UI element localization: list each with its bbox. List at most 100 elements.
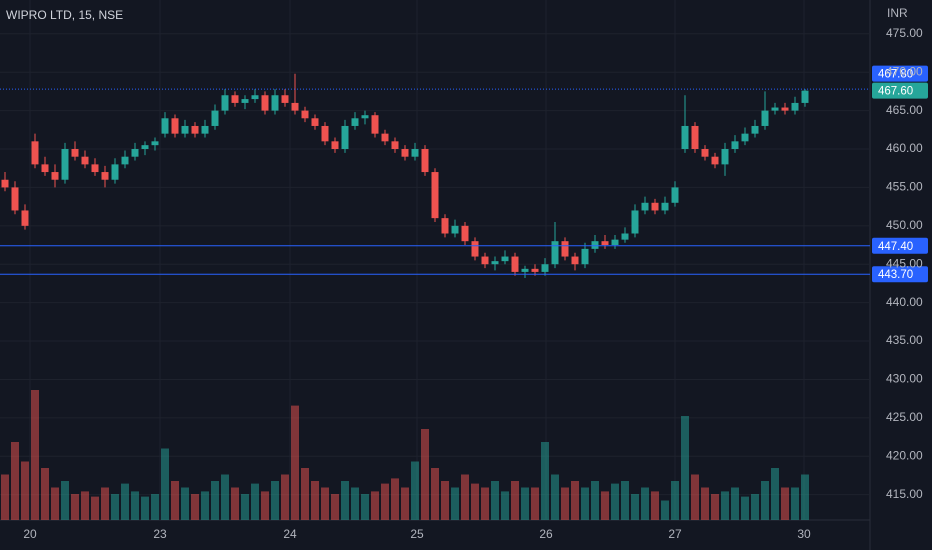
y-tick-label: 470.00 <box>886 64 923 78</box>
candle-body <box>111 164 119 180</box>
x-tick-label: 30 <box>797 527 811 541</box>
volume-bar <box>31 390 39 520</box>
volume-bar <box>241 494 249 520</box>
y-tick-label: 460.00 <box>886 141 923 155</box>
volume-bar <box>751 494 759 520</box>
volume-bar <box>351 487 359 520</box>
candle-body <box>551 241 559 265</box>
candle-body <box>61 149 69 180</box>
candle-body <box>461 225 469 242</box>
volume-bar <box>771 468 779 520</box>
volume-bar <box>571 481 579 520</box>
volume-bar <box>201 491 209 520</box>
candle-body <box>391 141 399 150</box>
currency-label: INR <box>887 6 908 20</box>
volume-bar <box>441 481 449 520</box>
candle-body <box>291 102 299 111</box>
candle-body <box>671 187 679 203</box>
volume-bar <box>41 468 49 520</box>
candle-layer <box>1 73 809 279</box>
candle-body <box>411 149 419 157</box>
volume-bar <box>211 481 219 520</box>
volume-bar <box>11 442 19 520</box>
volume-bar <box>681 416 689 520</box>
y-tick-label: 465.00 <box>886 103 923 117</box>
candle-body <box>681 125 689 150</box>
candle-body <box>311 118 319 126</box>
candle-body <box>431 172 439 219</box>
candle-body <box>781 107 789 111</box>
candle-body <box>381 133 389 142</box>
candle-body <box>691 125 699 150</box>
volume-bar <box>371 491 379 520</box>
volume-bar <box>411 461 419 520</box>
y-tick-label: 415.00 <box>886 487 923 501</box>
volume-bar <box>481 487 489 520</box>
candle-body <box>371 115 379 134</box>
candle-body <box>201 125 209 134</box>
y-tick-label: 425.00 <box>886 410 923 424</box>
candle-body <box>701 149 709 157</box>
candle-body <box>481 256 489 265</box>
candle-body <box>231 95 239 103</box>
x-tick-label: 20 <box>23 527 37 541</box>
x-tick-label: 23 <box>153 527 167 541</box>
candle-body <box>561 241 569 257</box>
volume-bar <box>541 442 549 520</box>
volume-bar <box>761 481 769 520</box>
volume-bar <box>651 491 659 520</box>
volume-bar <box>641 487 649 520</box>
candle-body <box>221 95 229 111</box>
candle-body <box>351 118 359 126</box>
volume-bar <box>251 483 259 520</box>
y-tick-label: 420.00 <box>886 448 923 462</box>
volume-bar <box>171 481 179 520</box>
candle-body <box>631 210 639 234</box>
candle-body <box>721 149 729 165</box>
volume-bar <box>291 405 299 520</box>
volume-bar <box>521 487 529 520</box>
candle-body <box>421 149 429 173</box>
y-tick-label: 430.00 <box>886 372 923 386</box>
price-tag <box>872 237 928 254</box>
volume-bar <box>511 481 519 520</box>
volume-bar <box>701 487 709 520</box>
volume-bar <box>151 494 159 520</box>
volume-bar <box>231 487 239 520</box>
candle-body <box>641 202 649 211</box>
volume-bar <box>621 481 629 520</box>
candle-body <box>31 141 39 165</box>
candle-body <box>151 141 159 146</box>
volume-bar <box>271 481 279 520</box>
volume-bar <box>281 474 289 520</box>
volume-bar <box>731 487 739 520</box>
candle-body <box>251 95 259 100</box>
volume-bar <box>431 468 439 520</box>
volume-bar <box>51 487 59 520</box>
volume-bar <box>301 468 309 520</box>
candle-body <box>211 110 219 126</box>
volume-bar <box>691 474 699 520</box>
y-tick-label: 445.00 <box>886 256 923 270</box>
volume-bar <box>111 494 119 520</box>
candle-body <box>581 248 589 265</box>
volume-bar <box>661 500 669 520</box>
candle-body <box>711 156 719 165</box>
candle-body <box>301 110 309 119</box>
volume-bar <box>791 487 799 520</box>
candle-body <box>751 125 759 134</box>
volume-bar <box>361 494 369 520</box>
volume-bar <box>141 496 149 520</box>
candle-body <box>571 256 579 265</box>
candle-body <box>731 141 739 150</box>
candle-body <box>51 172 59 180</box>
candle-body <box>281 95 289 103</box>
price-tag <box>872 65 928 82</box>
candle-body <box>101 172 109 180</box>
candle-body <box>621 233 629 240</box>
volume-bar <box>611 483 619 520</box>
candle-body <box>591 241 599 249</box>
candle-body <box>511 256 519 272</box>
volume-bar <box>61 481 69 520</box>
